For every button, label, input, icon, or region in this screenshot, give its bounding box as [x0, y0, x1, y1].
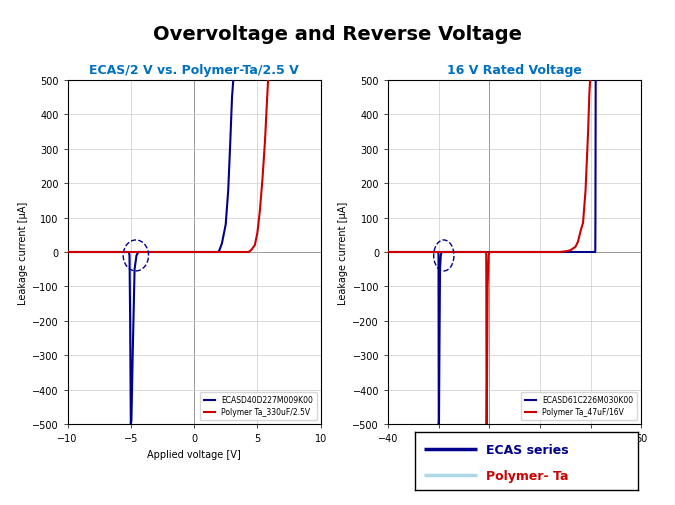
Text: Overvoltage and Reverse Voltage: Overvoltage and Reverse Voltage [153, 25, 522, 44]
ECASD61C226M030K00 [502, 249, 510, 256]
Y-axis label: Leakage current [μA]: Leakage current [μA] [338, 201, 348, 304]
Legend: ECASD61C226M030K00, Polymer Ta_47uF/16V: ECASD61C226M030K00, Polymer Ta_47uF/16V [521, 392, 637, 420]
ECASD61C226M030K00 [384, 249, 392, 256]
Polymer Ta_47uF/16V [485, 249, 493, 256]
ECASD61C226M030K00 [394, 249, 402, 256]
ECASD40D227M009K00 [230, 78, 238, 84]
ECASD40D227M009K00 [127, 421, 135, 427]
ECASD61C226M030K00 [585, 249, 593, 256]
Y-axis label: Leakage current [μA]: Leakage current [μA] [18, 201, 28, 304]
ECASD61C226M030K00 [591, 249, 599, 256]
Polymer Ta_47uF/16V [509, 249, 517, 256]
Polymer Ta_330uF/2.5V [247, 248, 255, 254]
Legend: ECASD40D227M009K00, Polymer Ta_330uF/2.5V: ECASD40D227M009K00, Polymer Ta_330uF/2.5… [200, 392, 317, 420]
Polymer Ta_330uF/2.5V [183, 249, 191, 256]
Line: ECASD61C226M030K00: ECASD61C226M030K00 [388, 81, 595, 424]
ECASD40D227M009K00 [228, 95, 236, 101]
Polymer Ta_47uF/16V [384, 249, 392, 256]
Polymer Ta_47uF/16V [487, 249, 495, 256]
Polymer Ta_47uF/16V [400, 249, 408, 256]
Polymer Ta_330uF/2.5V [264, 78, 272, 84]
ECASD40D227M009K00 [226, 143, 234, 149]
ECASD40D227M009K00 [100, 249, 108, 256]
ECASD61C226M030K00 [511, 249, 519, 256]
Text: ECAS series: ECAS series [487, 443, 569, 456]
Polymer Ta_47uF/16V [444, 249, 452, 256]
X-axis label: Applied voltage [V]: Applied voltage [V] [468, 449, 562, 459]
ECASD61C226M030K00 [591, 78, 599, 84]
Polymer Ta_330uF/2.5V [63, 249, 72, 256]
Polymer Ta_47uF/16V [586, 78, 594, 84]
ECASD40D227M009K00 [81, 249, 89, 256]
Polymer Ta_330uF/2.5V [113, 249, 121, 256]
ECASD61C226M030K00 [493, 249, 502, 256]
X-axis label: Applied voltage [V]: Applied voltage [V] [147, 449, 241, 459]
Title: ECAS/2 V vs. Polymer-Ta/2.5 V: ECAS/2 V vs. Polymer-Ta/2.5 V [89, 64, 299, 77]
Polymer Ta_330uF/2.5V [261, 139, 269, 145]
ECASD40D227M009K00 [97, 249, 105, 256]
Text: Polymer- Ta: Polymer- Ta [487, 469, 569, 482]
Title: 16 V Rated Voltage: 16 V Rated Voltage [448, 64, 582, 77]
Line: ECASD40D227M009K00: ECASD40D227M009K00 [68, 81, 234, 424]
ECASD61C226M030K00 [435, 421, 443, 427]
Line: Polymer Ta_47uF/16V: Polymer Ta_47uF/16V [388, 81, 590, 424]
ECASD40D227M009K00 [200, 249, 208, 256]
ECASD40D227M009K00 [63, 249, 72, 256]
Polymer Ta_330uF/2.5V [180, 249, 188, 256]
Polymer Ta_47uF/16V [483, 421, 491, 427]
Line: Polymer Ta_330uF/2.5V: Polymer Ta_330uF/2.5V [68, 81, 268, 252]
Polymer Ta_47uF/16V [456, 249, 464, 256]
Polymer Ta_330uF/2.5V [109, 249, 117, 256]
